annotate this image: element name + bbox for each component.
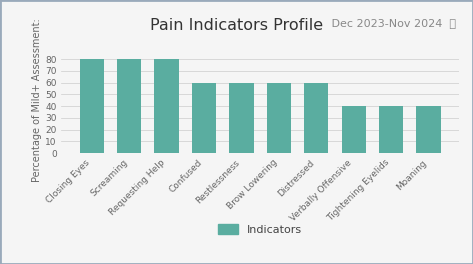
Bar <box>192 83 216 153</box>
Bar <box>342 106 366 153</box>
Bar <box>267 83 291 153</box>
Bar <box>229 83 254 153</box>
Bar <box>416 106 441 153</box>
Text: Dec 2023-Nov 2024  ⓘ: Dec 2023-Nov 2024 ⓘ <box>328 18 456 29</box>
Text: Pain Indicators Profile: Pain Indicators Profile <box>150 18 323 34</box>
Bar <box>304 83 328 153</box>
Bar <box>117 59 141 153</box>
Y-axis label: Percentage of Mild+ Assessment:: Percentage of Mild+ Assessment: <box>32 18 43 182</box>
Bar <box>154 59 179 153</box>
Bar <box>379 106 403 153</box>
Bar <box>79 59 104 153</box>
Legend: Indicators: Indicators <box>214 220 307 240</box>
